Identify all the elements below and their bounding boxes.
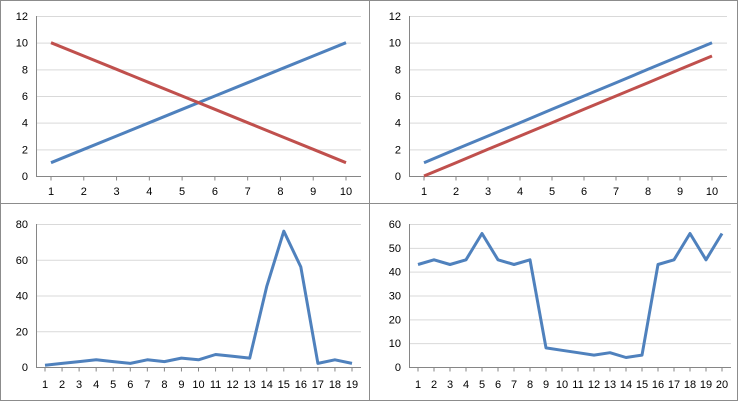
x-tick-label: 4 (463, 379, 469, 391)
y-tick-label: 4 (395, 118, 401, 130)
x-tick-label: 15 (278, 379, 290, 391)
x-tick-label: 17 (312, 379, 324, 391)
x-tick-label: 13 (604, 379, 616, 391)
x-tick-label: 3 (76, 379, 82, 391)
y-tick-label: 0 (22, 362, 28, 374)
x-tick-label: 18 (684, 379, 696, 391)
chart-top-left: 0 2 4 6 8 10 12 1 2 3 4 5 6 7 8 9 10 (0, 0, 370, 204)
y-tick-label: 8 (22, 64, 28, 76)
y-tick-label: 50 (389, 243, 401, 255)
y-tick-label: 40 (389, 267, 401, 279)
x-tick-label: 4 (93, 379, 99, 391)
y-tick-label: 2 (22, 144, 28, 156)
y-tick-label: 10 (389, 38, 401, 50)
x-tick-label: 13 (244, 379, 256, 391)
y-tick-label: 10 (16, 38, 28, 50)
series-line-0 (423, 41, 713, 165)
y-tick-label: 6 (22, 91, 28, 103)
x-tick-label: 8 (161, 379, 167, 391)
x-tick-label: 12 (588, 379, 600, 391)
x-tick-label: 6 (495, 379, 501, 391)
x-tick-label: 5 (479, 379, 485, 391)
x-tick-label: 9 (178, 379, 184, 391)
x-tick-label: 11 (210, 379, 221, 391)
x-tick-label: 5 (110, 379, 116, 391)
y-tick-label: 20 (389, 314, 401, 326)
y-tick-label: 40 (16, 291, 28, 303)
y-tick-label: 80 (16, 219, 28, 231)
x-tick-label: 1 (48, 186, 54, 198)
y-tick-label: 12 (16, 11, 28, 23)
x-tick-label: 9 (677, 186, 683, 198)
x-tick-label: 3 (485, 186, 491, 198)
x-tick-label: 3 (447, 379, 453, 391)
x-tick-label: 10 (556, 379, 568, 391)
x-tick-label: 9 (543, 379, 549, 391)
x-tick-label: 7 (613, 186, 619, 198)
x-tick-label: 18 (329, 379, 341, 391)
y-tick-label: 12 (389, 11, 401, 23)
chart-top-right: 0 2 4 6 8 10 12 1 2 3 4 5 6 7 8 9 10 (369, 0, 738, 204)
x-tick-label: 3 (113, 186, 119, 198)
chart-bottom-right: 0 10 20 30 40 50 60 1 2 3 4 5 6 7 8 9 10 11 12 13 14 15 16 17 18… (369, 203, 738, 401)
x-tick-label: 16 (295, 379, 307, 391)
x-tick-label: 8 (645, 186, 651, 198)
x-tick-label: 5 (179, 186, 185, 198)
y-tick-label: 10 (389, 338, 401, 350)
y-tick-label: 2 (395, 144, 401, 156)
x-tick-label: 10 (706, 186, 718, 198)
y-tick-label: 0 (395, 171, 401, 183)
x-tick-label: 8 (277, 186, 283, 198)
y-tick-label: 60 (16, 255, 28, 267)
y-tick-label: 4 (22, 118, 28, 130)
y-tick-label: 0 (22, 171, 28, 183)
x-tick-label: 2 (453, 186, 459, 198)
y-tick-label: 20 (16, 326, 28, 338)
x-tick-label: 7 (245, 186, 251, 198)
series-line-0 (417, 232, 724, 359)
series-line-1 (50, 41, 347, 165)
x-tick-label: 6 (212, 186, 218, 198)
y-tick-label: 6 (395, 91, 401, 103)
x-tick-label: 14 (261, 379, 273, 391)
x-tick-label: 7 (144, 379, 150, 391)
series-line-1 (423, 54, 713, 178)
x-tick-label: 2 (431, 379, 437, 391)
x-tick-label: 11 (572, 379, 583, 391)
x-tick-label: 9 (310, 186, 316, 198)
y-tick-label: 30 (389, 291, 401, 303)
x-tick-label: 8 (527, 379, 533, 391)
x-tick-label: 1 (421, 186, 427, 198)
x-tick-label: 10 (192, 379, 204, 391)
x-tick-label: 7 (511, 379, 517, 391)
x-tick-label: 4 (517, 186, 523, 198)
y-tick-label: 60 (389, 219, 401, 231)
x-tick-label: 14 (620, 379, 632, 391)
x-tick-label: 10 (340, 186, 352, 198)
chart-bottom-left: 0 20 40 60 80 1 2 3 4 5 6 7 8 9 10 11 12 13 14 15 16 17 18 19 (0, 203, 370, 401)
x-tick-label: 5 (549, 186, 555, 198)
x-tick-label: 16 (652, 379, 664, 391)
x-tick-label: 6 (581, 186, 587, 198)
x-tick-label: 1 (42, 379, 48, 391)
x-tick-label: 4 (146, 186, 152, 198)
x-tick-label: 19 (346, 379, 358, 391)
y-tick-label: 0 (395, 362, 401, 374)
y-tick-label: 8 (395, 64, 401, 76)
x-tick-label: 6 (127, 379, 133, 391)
series-line-0 (44, 229, 353, 367)
x-tick-label: 2 (81, 186, 87, 198)
x-tick-label: 17 (668, 379, 680, 391)
x-tick-label: 15 (636, 379, 648, 391)
x-tick-label: 12 (226, 379, 238, 391)
x-tick-label: 2 (59, 379, 65, 391)
x-tick-label: 19 (700, 379, 712, 391)
x-tick-label: 1 (415, 379, 421, 391)
x-tick-label: 20 (716, 379, 728, 391)
